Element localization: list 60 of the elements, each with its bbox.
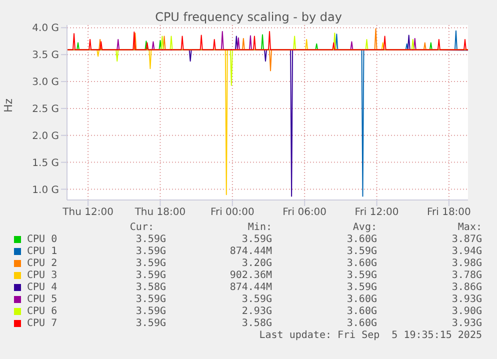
legend-label: CPU 1 — [27, 246, 58, 257]
text: 3.59G — [346, 282, 377, 293]
text: 3.59G — [136, 234, 166, 245]
text: 3.59G — [136, 318, 166, 329]
text: 3.78G — [452, 270, 482, 281]
text: 3.90G — [452, 306, 482, 317]
x-tick-label: Fri 00:00 — [210, 207, 254, 218]
text: 902.36M — [230, 270, 272, 281]
legend-label: CPU 7 — [27, 318, 58, 329]
legend-label: CPU 4 — [27, 282, 58, 293]
legend-label: CPU 6 — [27, 306, 58, 317]
text: 3.59G — [136, 294, 166, 305]
text: Cur: — [130, 222, 154, 233]
text: 3.59G — [242, 234, 272, 245]
y-tick-label: 1.0 G — [32, 184, 59, 196]
x-tick-label: Thu 18:00 — [134, 207, 186, 218]
text: Min: — [248, 222, 272, 233]
text: 2.93G — [242, 306, 272, 317]
text: 3.86G — [452, 282, 482, 293]
text: 3.59G — [136, 246, 166, 257]
text: 3.98G — [452, 258, 482, 269]
text: 3.20G — [242, 258, 272, 269]
text: 3.60G — [346, 234, 377, 245]
text: Last update: Fri Sep 5 19:35:15 2025 — [259, 330, 482, 341]
text: 3.58G — [136, 282, 166, 293]
legend-label: CPU 5 — [27, 294, 58, 305]
y-tick-label: 3.5 G — [32, 50, 59, 62]
x-tick-label: Fri 12:00 — [354, 207, 399, 218]
y-axis-title: Hz — [2, 98, 15, 112]
text: 3.59G — [136, 270, 166, 281]
x-tick-label: Fri 18:00 — [426, 207, 471, 218]
text: 3.60G — [346, 258, 377, 269]
text: 3.94G — [452, 246, 482, 257]
text: 3.59G — [346, 270, 377, 281]
text: 3.59G — [242, 294, 272, 305]
text: 3.60G — [346, 318, 377, 329]
y-tick-label: 2.5 G — [32, 104, 59, 116]
x-tick-label: Fri 06:00 — [282, 207, 327, 218]
text: 3.59G — [136, 258, 166, 269]
text: 3.60G — [346, 294, 377, 305]
y-tick-label: 4.0 G — [32, 23, 59, 34]
chart-title: CPU frequency scaling - by day — [154, 10, 343, 24]
legend-label: CPU 0 — [27, 234, 58, 245]
text: 3.58G — [242, 318, 272, 329]
text: 3.93G — [452, 318, 482, 329]
text: 874.44M — [230, 282, 272, 293]
text: 3.93G — [452, 294, 482, 305]
y-tick-label: 3.0 G — [32, 77, 59, 88]
text: Max: — [458, 222, 482, 233]
y-tick-label: 2.0 G — [32, 130, 59, 142]
legend-label: CPU 2 — [27, 258, 58, 269]
text: 3.60G — [346, 306, 377, 317]
text: 3.87G — [452, 234, 482, 245]
text: 3.59G — [136, 306, 166, 317]
text: 3.59G — [346, 246, 377, 257]
y-tick-label: 1.5 G — [32, 158, 59, 169]
x-tick-label: Thu 12:00 — [62, 207, 114, 218]
legend-label: CPU 3 — [27, 270, 58, 281]
text: Avg: — [352, 222, 377, 233]
text: 874.44M — [230, 246, 272, 257]
